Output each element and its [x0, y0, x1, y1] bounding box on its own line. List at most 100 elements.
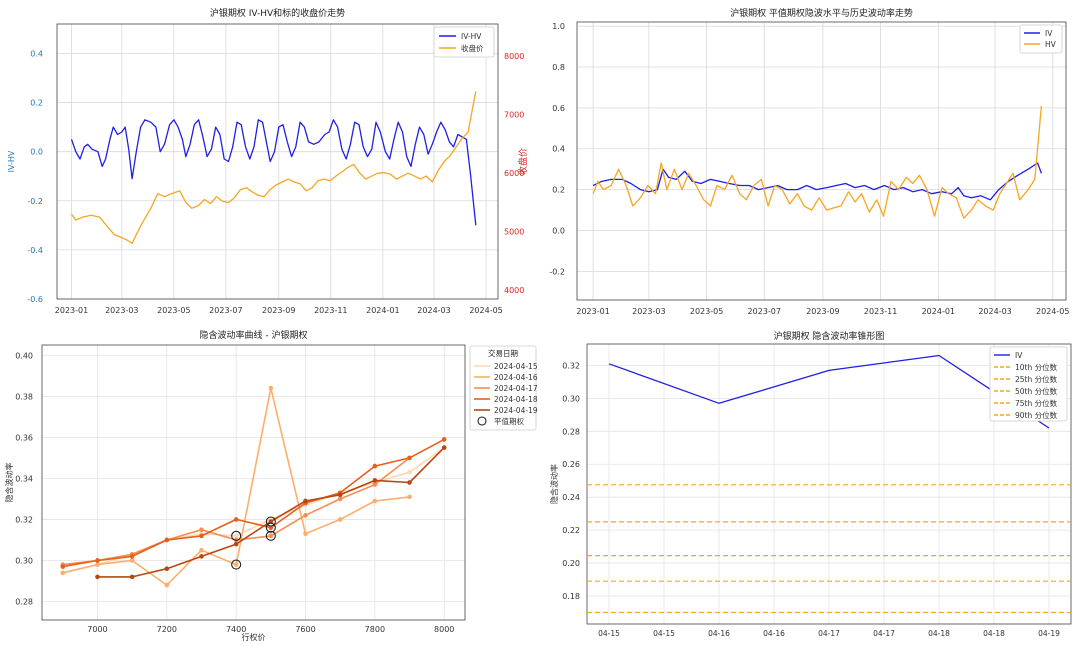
legend-label: 2024-04-16 — [494, 373, 538, 382]
data-point — [164, 582, 170, 588]
legend-label: 2024-04-17 — [494, 384, 538, 393]
data-point — [233, 541, 239, 547]
y-tick-label: 0.2 — [552, 186, 565, 195]
data-point — [303, 498, 308, 504]
x-tick-label: 04-17 — [873, 629, 895, 638]
data-point — [164, 537, 170, 543]
x-tick-label: 2024-01 — [922, 307, 955, 316]
data-point — [337, 492, 343, 498]
data-point — [95, 562, 100, 567]
legend-label: 收盘价 — [461, 43, 484, 53]
x-tick-label: 2023-11 — [314, 306, 347, 315]
x-tick-label: 8000 — [434, 625, 454, 634]
y2-axis-label: 收盘价 — [517, 148, 529, 175]
panel-iv-hv: 2023-01 2023-03 2023-05 2023-07 2023-09 2023-… — [549, 7, 1069, 316]
x-tick-label: 7000 — [87, 625, 107, 634]
legend: IV HV — [1019, 24, 1063, 54]
data-point — [233, 533, 239, 539]
x-tick-label: 2023-09 — [806, 307, 839, 316]
y-tick-label: 0.8 — [552, 63, 565, 72]
data-point — [129, 558, 135, 563]
series-line — [97, 447, 445, 578]
x-tick-label: 7800 — [365, 625, 385, 634]
x-tick-label: 04-18 — [983, 629, 1005, 638]
data-point — [337, 517, 343, 522]
x-tick-label: 04-15 — [653, 629, 675, 638]
y-tick-label: 0.24 — [562, 493, 580, 502]
legend-title: 交易日期 — [488, 348, 518, 358]
legend-label: 50th 分位数 — [1015, 386, 1058, 396]
x-tick-label: 2024-03 — [978, 307, 1011, 316]
x-tick-label: 2023-05 — [157, 306, 190, 315]
y-tick-label: 0.18 — [562, 592, 580, 601]
legend-label: 平值期权 — [494, 416, 524, 426]
panel-iv-cone: 04-15 04-15 04-16 04-16 04-17 04-17 04-18 04-18… — [549, 330, 1072, 638]
plot-frame — [576, 21, 1067, 301]
legend-label: 90th 分位数 — [1015, 410, 1058, 420]
legend-box — [989, 346, 1068, 422]
data-point — [129, 554, 135, 559]
legend-box — [1019, 24, 1063, 54]
panel-iv-smile: 7000 7200 7400 7600 7800 8000 0.28 0.30 0.32 0.34… — [4, 329, 538, 642]
y-tick-label: 0.4 — [552, 145, 565, 154]
legend: IV-HV 收盘价 — [433, 26, 495, 58]
y-axis-label: IV-HV — [7, 150, 16, 172]
data-point — [407, 455, 412, 461]
y-tick-label: 1.0 — [552, 22, 565, 31]
legend-box — [469, 345, 537, 431]
x-tick-label: 2024-05 — [469, 306, 502, 315]
chart-title: 沪银期权 平值期权隐波水平与历史波动率走势 — [730, 7, 913, 19]
data-point — [407, 480, 412, 485]
x-tick-label: 04-16 — [763, 629, 785, 638]
atm-marker — [231, 530, 242, 541]
x-tick-label: 2023-07 — [209, 306, 242, 315]
y-tick-label: 0.30 — [562, 394, 580, 403]
legend: 交易日期 2024-04-15 2024-04-16 2024-04-17 2024-0… — [469, 345, 538, 431]
legend-atm-marker — [477, 416, 487, 426]
x-tick-label: 2024-03 — [417, 306, 450, 315]
series-2024-04-18 — [60, 437, 447, 569]
y-tick-label: 0.4 — [30, 49, 43, 58]
y-tick-label: 0.40 — [15, 351, 33, 360]
data-point — [303, 531, 308, 537]
plot-frame — [56, 23, 499, 300]
data-point — [407, 469, 412, 475]
y-tick-label: 0.6 — [552, 104, 565, 113]
y-tick-label: 0.28 — [562, 427, 580, 436]
series-2024-04-19 — [95, 445, 447, 580]
x-tick-label: 2023-05 — [690, 307, 723, 316]
y-tick-label: 0.34 — [15, 474, 33, 483]
x-tick-label: 2023-09 — [262, 306, 295, 315]
y-tick-label: 0.2 — [30, 99, 43, 108]
atm-marker — [231, 559, 242, 570]
x-tick-label: 7400 — [226, 625, 246, 634]
series-line — [70, 91, 477, 245]
series-line — [70, 119, 477, 226]
data-point — [60, 564, 66, 569]
data-point — [268, 385, 274, 391]
y-tick-label: 0.0 — [552, 227, 565, 236]
plot-frame — [586, 343, 1072, 625]
y-tick-label: 0.32 — [15, 515, 33, 524]
y-tick-label: 0.28 — [15, 598, 33, 607]
data-point — [268, 519, 274, 524]
y2-tick-label: 7000 — [504, 111, 524, 120]
y-axis-label: 隐含波动率 — [549, 464, 559, 504]
legend-label: HV — [1045, 40, 1057, 49]
data-point — [60, 570, 66, 576]
data-point — [268, 533, 274, 539]
data-point — [95, 574, 100, 580]
legend-label: 25th 分位数 — [1015, 374, 1058, 384]
legend-label: 10th 分位数 — [1015, 362, 1058, 372]
series-line — [592, 162, 1043, 201]
y-tick-label: -0.6 — [27, 295, 43, 304]
series-line — [62, 438, 445, 568]
data-point — [129, 574, 135, 580]
x-tick-label: 7600 — [295, 625, 315, 634]
y2-tick-label: 4000 — [504, 286, 524, 295]
data-point — [372, 498, 378, 504]
data-point — [337, 496, 343, 502]
y-tick-label: 0.0 — [30, 148, 43, 157]
legend-label: 2024-04-15 — [494, 362, 538, 371]
